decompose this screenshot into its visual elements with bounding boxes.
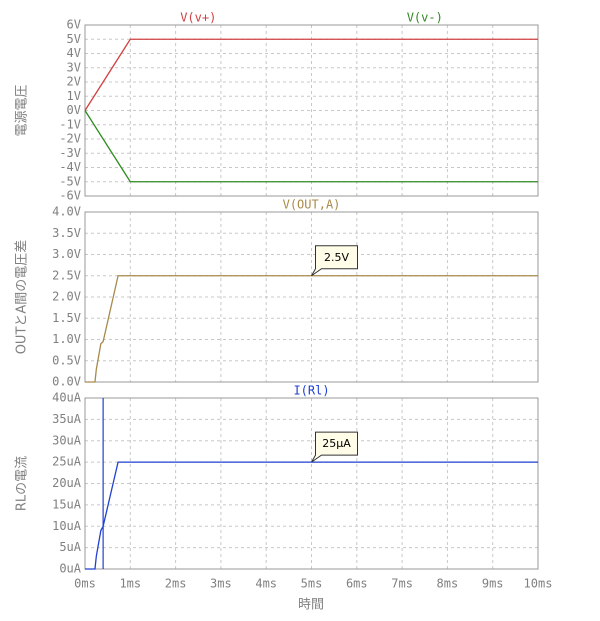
y-tick-label: 2V (67, 75, 81, 89)
x-tick-label: 5ms (301, 577, 323, 591)
y-tick-label: 5V (67, 32, 81, 46)
y-tick-label: 40uA (52, 391, 82, 405)
y-tick-label: -1V (59, 117, 81, 131)
y-tick-label: 20uA (52, 476, 82, 490)
y-tick-label: 4.0V (52, 205, 81, 219)
y-tick-label: -3V (59, 146, 81, 160)
series-line (84, 110, 538, 183)
y-tick-label: 3.0V (52, 247, 81, 261)
y-tick-label: 3V (67, 60, 81, 74)
y-tick-label: 25uA (52, 455, 82, 469)
y-tick-label: 2.5V (52, 268, 81, 282)
x-tick-label: 7ms (391, 577, 413, 591)
y-tick-label: 1.5V (52, 311, 81, 325)
legend-entry: I(Rl) (293, 384, 329, 398)
y-tick-label: 10uA (52, 519, 82, 533)
y-tick-label: 30uA (52, 433, 82, 447)
y-axis-label: 電源電圧 (15, 84, 30, 136)
y-tick-label: 6V (67, 18, 81, 32)
annotation: 25μA (322, 437, 351, 450)
y-tick-label: 1.0V (52, 332, 81, 346)
x-tick-label: 3ms (210, 577, 232, 591)
y-tick-label: 3.5V (52, 226, 81, 240)
x-tick-label: 1ms (119, 577, 141, 591)
annotation-box (311, 245, 358, 277)
annotation: 2.5V (324, 251, 349, 264)
y-tick-label: 15uA (52, 497, 82, 511)
x-tick-label: 6ms (346, 577, 368, 591)
y-tick-label: 0uA (59, 562, 81, 576)
y-tick-label: 1V (67, 89, 81, 103)
x-tick-label: 9ms (482, 577, 504, 591)
x-tick-label: 10ms (524, 577, 553, 591)
x-tick-label: 2ms (165, 577, 187, 591)
plot-frame (84, 397, 539, 570)
legend-entry: V(v-) (407, 11, 443, 25)
y-axis-label: RLの電流 (15, 456, 30, 511)
series-line (85, 275, 538, 383)
x-tick-label: 8ms (437, 577, 459, 591)
y-tick-label: -4V (59, 160, 81, 174)
x-axis-label: 時間 (298, 598, 324, 613)
series-line (84, 38, 538, 111)
y-tick-label: -6V (59, 189, 81, 203)
plot-frame (84, 211, 539, 383)
y-tick-label: -2V (59, 132, 81, 146)
x-tick-label: 0ms (74, 577, 96, 591)
annotation-box (311, 431, 358, 463)
legend-entry: V(v+) (180, 11, 216, 25)
legend-entry: V(OUT,A) (283, 198, 341, 212)
y-tick-label: 0V (67, 103, 81, 117)
x-tick-label: 4ms (255, 577, 277, 591)
y-axis-label: OUTとA間の電圧差 (15, 240, 30, 355)
series-line (85, 461, 538, 570)
y-tick-label: 0.5V (52, 353, 81, 367)
y-tick-label: 35uA (52, 412, 82, 426)
y-tick-label: 4V (67, 46, 81, 60)
y-tick-label: 5uA (59, 540, 81, 554)
y-tick-label: 0.0V (52, 375, 81, 389)
y-tick-label: 2.0V (52, 290, 81, 304)
y-tick-label: -5V (59, 174, 81, 188)
